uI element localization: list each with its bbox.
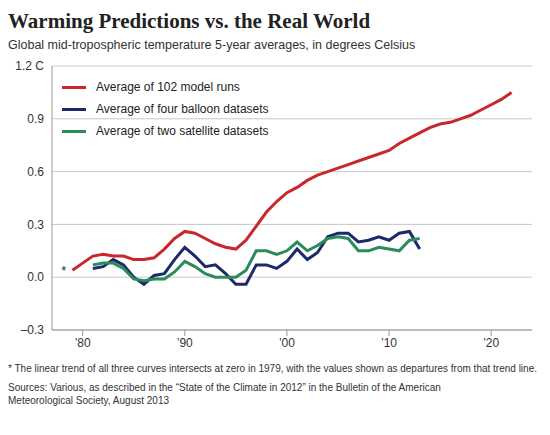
svg-text:*: * [61,263,66,278]
svg-text:0.9: 0.9 [27,112,44,126]
html-text:Sources: Various, as described: Sources: Various, as described in the “S… [8,382,441,406]
svg-text:0.0: 0.0 [27,270,44,284]
html-text:Average of 102 model runs: Average of 102 model runs [96,80,240,94]
svg-text:0.6: 0.6 [27,165,44,179]
svg-text:’20: ’20 [483,336,499,350]
svg-text:’90: ’90 [177,336,193,350]
svg-text:’00: ’00 [279,336,295,350]
svg-text:’10: ’10 [381,336,397,350]
html-text:Warming Predictions vs. the Re: Warming Predictions vs. the Real World [8,9,371,33]
html-text:* The linear trend of all thre: * The linear trend of all three curves i… [8,363,537,374]
svg-text:1.2 C: 1.2 C [15,59,44,73]
svg-text:–0.3: –0.3 [21,323,45,337]
svg-text:’80: ’80 [75,336,91,350]
html-text:Global mid-tropospheric temper: Global mid-tropospheric temperature 5-ye… [8,38,416,52]
html-text:Average of two satellite datas: Average of two satellite datasets [96,124,269,138]
html-text:Average of four balloon datase: Average of four balloon datasets [96,102,269,116]
svg-text:0.3: 0.3 [27,218,44,232]
